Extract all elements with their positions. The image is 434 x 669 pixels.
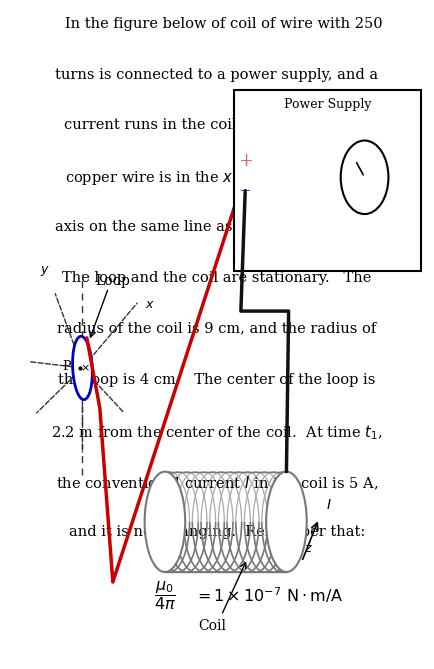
FancyArrowPatch shape: [223, 563, 246, 613]
Text: $y$: $y$: [40, 264, 50, 278]
Text: copper wire is in the $x - y$ plane, with its: copper wire is in the $x - y$ plane, wit…: [65, 169, 369, 187]
Text: and it is not changing.  Remember that:: and it is not changing. Remember that:: [69, 525, 365, 539]
FancyArrowPatch shape: [302, 522, 318, 559]
FancyBboxPatch shape: [234, 90, 421, 271]
Text: $= 1 \times 10^{-7}\ \mathrm{N \cdot m/A}$: $= 1 \times 10^{-7}\ \mathrm{N \cdot m/A…: [194, 586, 344, 605]
Text: +: +: [238, 152, 253, 169]
Ellipse shape: [72, 337, 92, 399]
Text: $z$: $z$: [304, 542, 312, 555]
Text: the loop is 4 cm.   The center of the loop is: the loop is 4 cm. The center of the loop…: [58, 373, 376, 387]
Circle shape: [341, 140, 388, 214]
Ellipse shape: [145, 472, 185, 572]
Text: Power Supply: Power Supply: [284, 98, 372, 111]
Text: $I$: $I$: [326, 498, 331, 512]
Text: Loop: Loop: [95, 274, 130, 288]
Text: current runs in the coil.   A single loop of: current runs in the coil. A single loop …: [64, 118, 370, 132]
Text: $\times$: $\times$: [80, 363, 89, 373]
FancyArrowPatch shape: [90, 290, 108, 337]
Ellipse shape: [266, 472, 307, 572]
Text: 2.2 m from the center of the coil.  At time $t_1$,: 2.2 m from the center of the coil. At ti…: [51, 423, 383, 442]
Text: Coil: Coil: [199, 619, 227, 633]
Text: radius of the coil is 9 cm, and the radius of: radius of the coil is 9 cm, and the radi…: [57, 322, 377, 336]
Text: The loop and the coil are stationary.   The: The loop and the coil are stationary. Th…: [62, 271, 372, 285]
Text: −: −: [239, 184, 252, 197]
Text: $x$: $x$: [145, 298, 155, 311]
Text: axis on the same line as the axis of the coil.: axis on the same line as the axis of the…: [55, 220, 379, 234]
Text: In the figure below of coil of wire with 250: In the figure below of coil of wire with…: [51, 17, 383, 31]
Text: the conventional current $I$ in the coil is 5 A,: the conventional current $I$ in the coil…: [56, 474, 378, 492]
Text: P: P: [62, 360, 70, 373]
Text: turns is connected to a power supply, and a: turns is connected to a power supply, an…: [56, 68, 378, 82]
Text: $\dfrac{\mu_0}{4\pi}$: $\dfrac{\mu_0}{4\pi}$: [154, 579, 176, 612]
